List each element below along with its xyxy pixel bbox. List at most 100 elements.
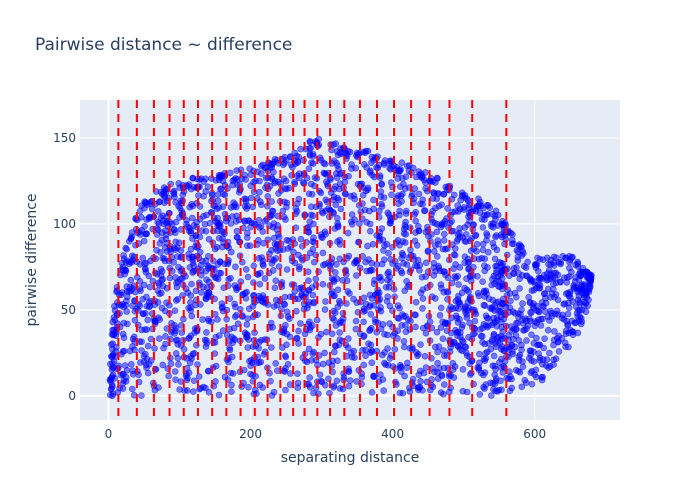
data-point	[143, 364, 150, 372]
data-point	[442, 245, 449, 253]
data-point	[512, 366, 520, 374]
data-point	[419, 295, 427, 302]
data-point	[272, 360, 280, 367]
data-point	[140, 237, 148, 245]
data-point	[295, 327, 302, 335]
y-axis-title: pairwise difference	[24, 193, 40, 326]
data-point	[298, 291, 305, 298]
data-point	[380, 387, 388, 394]
data-point	[202, 267, 210, 275]
data-point	[208, 318, 215, 326]
data-point	[272, 277, 280, 285]
data-point	[368, 389, 376, 396]
data-point	[387, 255, 395, 263]
data-point	[368, 159, 375, 166]
data-point	[440, 352, 448, 360]
data-point	[129, 285, 136, 292]
data-point	[494, 307, 502, 315]
data-point	[280, 175, 288, 182]
data-point	[306, 383, 314, 391]
data-point	[270, 303, 278, 310]
data-point	[227, 169, 234, 177]
data-point	[373, 261, 381, 268]
vertical-dashed-lines	[117, 100, 508, 420]
data-point	[437, 304, 445, 312]
data-point	[402, 231, 410, 238]
data-point	[361, 307, 369, 314]
data-point	[220, 190, 227, 198]
data-point	[143, 230, 150, 237]
data-point	[411, 237, 419, 245]
data-point	[411, 185, 419, 192]
data-point	[396, 207, 403, 215]
data-point	[346, 377, 354, 384]
data-point	[439, 335, 447, 343]
data-point	[369, 240, 377, 248]
data-point	[492, 387, 500, 395]
data-point	[190, 377, 198, 385]
data-point	[440, 230, 448, 238]
x-tick-label: 200	[239, 427, 262, 441]
data-point	[232, 303, 239, 311]
data-point	[306, 374, 314, 381]
data-point	[344, 335, 352, 342]
data-point	[400, 338, 408, 345]
data-point	[421, 207, 429, 214]
data-point	[579, 264, 587, 272]
data-point	[479, 224, 487, 231]
data-point	[474, 289, 482, 297]
data-point	[258, 254, 266, 261]
data-point	[441, 218, 449, 225]
data-point	[559, 252, 567, 260]
data-point	[160, 220, 168, 228]
data-point	[274, 247, 281, 255]
data-point	[528, 287, 536, 294]
data-point	[430, 189, 437, 196]
data-point	[440, 381, 448, 388]
data-point	[322, 196, 330, 204]
data-point	[219, 235, 226, 242]
data-point	[546, 349, 553, 357]
data-point	[268, 212, 275, 219]
data-point	[268, 198, 276, 205]
data-point	[384, 270, 392, 277]
data-point	[255, 216, 263, 224]
data-point	[184, 223, 191, 231]
data-point	[543, 356, 551, 363]
data-point	[450, 265, 457, 273]
data-point	[385, 249, 392, 257]
data-point	[154, 218, 161, 226]
data-point	[419, 305, 426, 312]
data-point	[481, 267, 489, 275]
data-point	[200, 213, 207, 220]
data-point	[175, 180, 182, 187]
x-tick-label: 0	[105, 427, 113, 441]
data-point	[585, 270, 592, 278]
data-point	[394, 335, 401, 342]
data-point	[230, 199, 237, 206]
data-point	[417, 289, 425, 297]
data-point	[515, 337, 523, 344]
data-point	[482, 381, 490, 388]
data-point	[499, 299, 506, 307]
data-point	[140, 281, 148, 289]
data-point	[417, 377, 424, 385]
data-point	[401, 222, 409, 229]
data-point	[454, 202, 462, 209]
data-point	[404, 283, 412, 291]
data-point	[562, 330, 570, 338]
data-point	[304, 268, 312, 276]
data-point	[334, 238, 341, 245]
data-point	[565, 273, 573, 280]
data-point	[377, 277, 385, 284]
data-point	[137, 287, 144, 295]
data-point	[422, 364, 430, 371]
data-point	[478, 332, 486, 340]
data-point	[541, 290, 549, 297]
data-point	[190, 262, 197, 269]
data-point	[380, 194, 388, 201]
data-point	[297, 235, 305, 243]
data-point	[168, 220, 176, 228]
data-point	[498, 386, 505, 394]
data-point	[421, 352, 429, 360]
